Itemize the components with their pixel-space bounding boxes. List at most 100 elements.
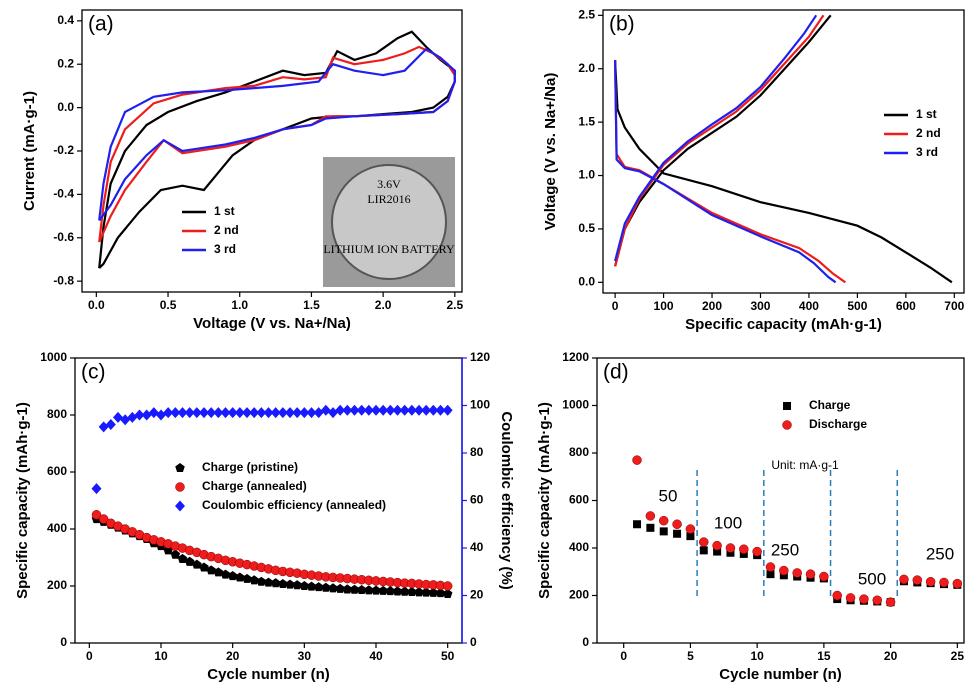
y-tick-label: -0.2 — [53, 143, 74, 157]
marker — [859, 594, 869, 604]
marker — [385, 404, 396, 416]
marker — [399, 404, 410, 416]
marker — [163, 407, 174, 419]
x-axis-label: Specific capacity (mAh·g-1) — [685, 316, 882, 333]
plot-frame — [602, 9, 965, 294]
legend-swatch — [783, 402, 791, 410]
marker — [234, 407, 245, 419]
y-tick-label: 1000 — [40, 350, 67, 364]
marker — [227, 571, 238, 581]
x-axis-label: Cycle number (n) — [207, 666, 330, 683]
marker — [177, 407, 188, 419]
y-tick-label: 2.5 — [578, 8, 595, 22]
marker — [428, 404, 439, 416]
marker — [713, 547, 722, 556]
marker — [141, 409, 152, 421]
marker — [658, 515, 669, 526]
marker — [792, 568, 802, 578]
marker — [242, 407, 252, 419]
marker — [98, 514, 109, 524]
marker — [685, 524, 696, 534]
marker — [442, 581, 453, 591]
x-tick-label: 0.0 — [88, 298, 105, 312]
marker — [249, 575, 259, 585]
x-tick-label: 20 — [226, 649, 240, 663]
y-tick-label: 2.0 — [578, 61, 595, 75]
marker — [270, 407, 281, 419]
panel-title: (b) — [609, 13, 635, 36]
marker — [134, 409, 145, 421]
marker — [356, 404, 367, 416]
y-tick-label: 400 — [569, 540, 589, 554]
marker — [113, 411, 123, 423]
marker — [156, 409, 166, 421]
marker — [686, 532, 695, 541]
y-tick-label: -0.6 — [53, 230, 74, 244]
x-tick-label: 0 — [620, 649, 627, 663]
marker — [292, 580, 302, 590]
x-tick-label: 2.0 — [375, 298, 392, 312]
x-tick-label: 0 — [86, 649, 93, 663]
marker — [335, 404, 346, 416]
marker — [392, 586, 403, 596]
annotation: 250 — [926, 544, 954, 563]
marker — [392, 404, 403, 416]
y2-tick-label: 20 — [470, 588, 484, 602]
marker — [91, 510, 102, 520]
y-tick-label: -0.4 — [53, 187, 74, 201]
marker — [672, 519, 682, 529]
marker — [192, 559, 202, 569]
marker — [263, 577, 274, 587]
marker — [191, 407, 202, 419]
x-tick-label: 400 — [799, 299, 819, 313]
annotation: 50 — [659, 486, 678, 505]
marker — [442, 588, 453, 599]
legend-label: 3 rd — [214, 242, 236, 256]
legend-label: Coulombic efficiency (annealed) — [202, 498, 386, 512]
marker — [342, 584, 353, 594]
marker — [184, 556, 195, 566]
marker — [872, 595, 883, 605]
marker — [428, 587, 439, 597]
marker — [378, 404, 389, 416]
x-tick-label: 10 — [154, 649, 168, 663]
panel-title: (d) — [603, 361, 629, 384]
marker — [306, 581, 317, 591]
marker — [725, 543, 736, 553]
marker — [235, 572, 245, 582]
x-tick-label: 300 — [750, 299, 770, 313]
marker — [299, 407, 310, 419]
marker — [349, 404, 360, 416]
y-axis-label: Voltage (V vs. Na+/Na) — [542, 73, 559, 231]
legend-swatch — [175, 482, 185, 492]
marker — [779, 565, 789, 576]
legend-label: 1 st — [214, 204, 235, 218]
marker — [646, 523, 655, 532]
marker — [899, 574, 909, 585]
inset-text: LIR2016 — [367, 192, 410, 206]
marker — [227, 407, 238, 419]
marker — [220, 569, 231, 579]
x-tick-label: 1.0 — [231, 298, 248, 312]
marker — [199, 407, 209, 419]
marker — [184, 407, 195, 419]
marker — [832, 590, 842, 601]
y-tick-label: 200 — [569, 588, 589, 602]
y2-tick-label: 120 — [470, 350, 490, 364]
marker — [845, 593, 856, 603]
series-line — [98, 47, 456, 222]
x-tick-label: 10 — [750, 649, 764, 663]
marker — [313, 407, 324, 419]
marker — [356, 584, 367, 595]
marker — [673, 529, 682, 538]
marker — [270, 578, 281, 588]
x-tick-label: 0 — [612, 299, 619, 313]
series-line — [98, 45, 456, 243]
series-line — [614, 14, 846, 284]
marker — [406, 404, 417, 416]
x-tick-label: 25 — [951, 649, 965, 663]
marker — [127, 411, 138, 423]
plot-frame — [596, 357, 965, 644]
x-tick-label: 100 — [654, 299, 674, 313]
marker — [213, 407, 224, 419]
